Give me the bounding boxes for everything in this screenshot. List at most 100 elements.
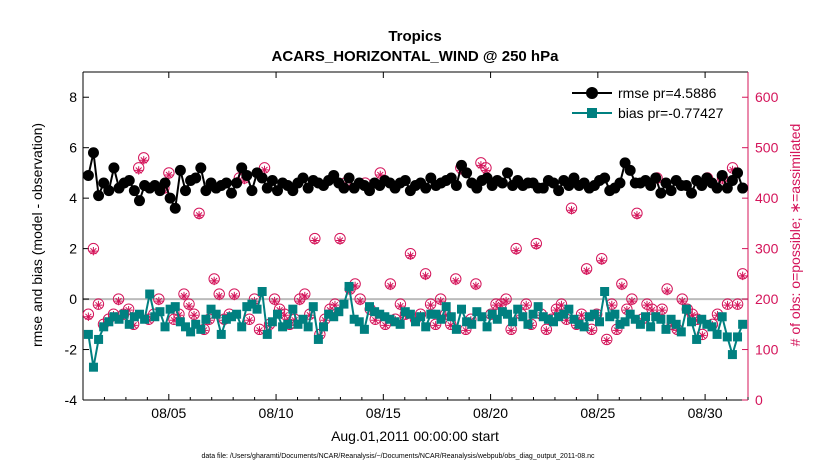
obs-assimilated-point (607, 300, 616, 310)
bias-point (564, 304, 574, 314)
bias-point (595, 317, 605, 327)
rmse-point (665, 185, 677, 197)
obs-assimilated-point (632, 211, 642, 220)
rmse-point (624, 164, 636, 176)
bias-point (717, 312, 727, 322)
x-axis-label: Aug.01,2011 00:00:00 start (331, 428, 499, 444)
obs-assimilated-point (733, 300, 742, 310)
obs-assimilated-point (657, 305, 667, 315)
bias-point (196, 324, 206, 334)
bias-point (385, 314, 395, 324)
obs-assimilated-point (154, 296, 164, 306)
bias-point (421, 322, 431, 332)
rmse-point (82, 169, 94, 181)
bias-point (687, 317, 697, 327)
rmse-point (297, 172, 309, 184)
obs-assimilated-point (426, 300, 435, 310)
obs-assimilated-point (255, 326, 264, 335)
obs-assimilated-point (89, 246, 98, 256)
rmse-point (241, 169, 253, 181)
bias-point (364, 302, 374, 312)
bias-point (94, 334, 104, 344)
legend-bias-label: bias pr=-0.77427 (618, 105, 724, 121)
bias-point (329, 312, 339, 322)
bias-point (221, 314, 231, 324)
bias-point (180, 322, 190, 332)
y-tick-label: -2 (65, 342, 78, 358)
obs-assimilated-point (446, 321, 455, 330)
x-tick-label: 08/05 (151, 405, 186, 421)
obs-assimilated-point (169, 316, 179, 325)
bias-point (518, 312, 528, 322)
bias-point (733, 332, 743, 342)
bias-point (712, 329, 722, 339)
obs-assimilated-point (386, 281, 395, 291)
rmse-point (164, 192, 176, 204)
bias-point (278, 322, 288, 332)
bias-point (134, 309, 144, 319)
rmse-point (716, 169, 728, 181)
bias-point (600, 287, 610, 297)
data-file-footnote: data file: /Users/gharamti/Documents/NCA… (201, 453, 595, 460)
bias-point (298, 314, 308, 324)
rmse-point (732, 167, 744, 179)
obs-assimilated-point (94, 300, 103, 310)
obs-assimilated-point (260, 165, 269, 175)
y2-tick-label: 500 (755, 140, 779, 156)
bias-point (201, 314, 211, 324)
bias-point (671, 319, 681, 329)
obs-assimilated-point (552, 305, 561, 315)
bias-point (702, 319, 712, 329)
bias-point (615, 319, 625, 329)
obs-assimilated-point (542, 326, 551, 335)
bias-point (554, 312, 564, 322)
bias-point (267, 317, 277, 327)
rmse-point (225, 187, 237, 199)
x-tick-label: 08/15 (366, 405, 401, 421)
bias-point (405, 309, 415, 319)
obs-assimilated-point (723, 300, 732, 310)
bias-point (140, 314, 150, 324)
bias-point (375, 309, 385, 319)
plot-layer: 08/05 08/10 08/15 08/20 08/25 08/30 -4 -2 0 2 4 6 8 0… (65, 71, 779, 421)
bias-point (574, 319, 584, 329)
obs-assimilated-point (164, 170, 174, 180)
bias-point (605, 312, 615, 322)
bias-point (272, 309, 282, 319)
bias-point (411, 317, 420, 327)
rmse-point (93, 190, 105, 202)
obs-assimilated-point (506, 326, 516, 335)
obs-assimilated-point (295, 296, 304, 306)
obs-assimilated-point (209, 276, 219, 286)
bias-point (722, 332, 732, 342)
rmse-point (190, 172, 202, 184)
obs-assimilated-point (320, 316, 330, 325)
obs-assimilated-point (330, 300, 340, 310)
rmse-point (220, 177, 232, 189)
rmse-point (599, 172, 611, 184)
obs-assimilated-point (179, 291, 189, 301)
obs-assimilated-point (728, 165, 737, 175)
obs-assimilated-point (441, 311, 450, 320)
obs-assimilated-point (421, 271, 430, 281)
bias-point (436, 314, 446, 324)
bias-point (206, 304, 216, 314)
obs-assimilated-point (84, 312, 93, 321)
y-axis-label: rmse and bias (model - observation) (29, 123, 45, 347)
rmse-point (650, 172, 662, 184)
bias-point (559, 309, 569, 319)
bias-point (226, 312, 236, 322)
bias-point (370, 307, 380, 317)
rmse-point (103, 185, 115, 197)
rmse-point (737, 182, 749, 194)
y-tick-label: 0 (69, 291, 77, 307)
obs-assimilated-point (567, 206, 576, 215)
bias-point (252, 304, 262, 314)
bias-point (477, 312, 487, 322)
y-tick-label: 6 (69, 140, 77, 156)
bias-point (707, 322, 717, 332)
bias-point (738, 319, 748, 329)
rmse-point (655, 187, 667, 199)
bias-point (528, 309, 538, 319)
